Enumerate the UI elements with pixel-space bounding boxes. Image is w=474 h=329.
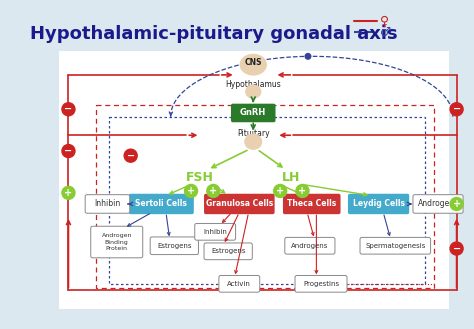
FancyBboxPatch shape: [360, 238, 430, 254]
FancyBboxPatch shape: [91, 226, 143, 258]
Text: Theca Cells: Theca Cells: [287, 199, 337, 209]
Text: +: +: [209, 186, 218, 196]
Text: +: +: [64, 188, 73, 198]
Text: +: +: [299, 186, 307, 196]
Text: −: −: [453, 104, 461, 114]
FancyBboxPatch shape: [219, 275, 260, 292]
Text: ♀: ♀: [381, 14, 390, 28]
Text: Spermatogenesis: Spermatogenesis: [365, 243, 426, 249]
Circle shape: [207, 185, 220, 197]
Text: Androgens: Androgens: [291, 243, 328, 249]
Circle shape: [450, 197, 463, 211]
FancyBboxPatch shape: [348, 194, 409, 214]
Text: Inhibin: Inhibin: [94, 199, 120, 209]
Text: −: −: [64, 104, 73, 114]
FancyBboxPatch shape: [204, 194, 274, 214]
Text: LH: LH: [282, 170, 301, 184]
Ellipse shape: [240, 55, 266, 75]
Text: Sertoli Cells: Sertoli Cells: [136, 199, 187, 209]
Text: Activin: Activin: [228, 281, 251, 287]
Circle shape: [62, 103, 75, 116]
Text: Estrogens: Estrogens: [157, 243, 191, 249]
Text: +: +: [453, 199, 461, 209]
Text: Granulosa Cells: Granulosa Cells: [206, 199, 273, 209]
Text: Hypothalamic-pituitary gonadal axis: Hypothalamic-pituitary gonadal axis: [30, 25, 398, 43]
Text: Pituitary: Pituitary: [237, 129, 270, 138]
Ellipse shape: [246, 85, 261, 98]
Circle shape: [62, 144, 75, 158]
FancyBboxPatch shape: [283, 194, 340, 214]
Text: −: −: [64, 146, 73, 156]
Circle shape: [450, 242, 463, 255]
FancyBboxPatch shape: [413, 195, 463, 213]
FancyBboxPatch shape: [295, 275, 347, 292]
Text: +: +: [276, 186, 284, 196]
FancyBboxPatch shape: [195, 223, 236, 240]
Text: Androgen
Binding
Protein: Androgen Binding Protein: [101, 233, 132, 251]
Text: +: +: [187, 186, 195, 196]
Circle shape: [305, 54, 311, 59]
Circle shape: [62, 186, 75, 199]
FancyBboxPatch shape: [231, 104, 275, 122]
Text: Androgens: Androgens: [418, 199, 458, 209]
Text: Progestins: Progestins: [303, 281, 339, 287]
FancyBboxPatch shape: [85, 195, 130, 213]
Circle shape: [184, 185, 198, 197]
FancyBboxPatch shape: [59, 51, 449, 309]
FancyBboxPatch shape: [129, 194, 194, 214]
Text: Leydig Cells: Leydig Cells: [353, 199, 405, 209]
Text: Hypothalamus: Hypothalamus: [225, 80, 281, 89]
FancyBboxPatch shape: [285, 238, 335, 254]
Text: Estrogens: Estrogens: [211, 248, 246, 254]
Circle shape: [450, 103, 463, 116]
Text: −: −: [127, 151, 135, 161]
Text: FSH: FSH: [186, 170, 214, 184]
FancyBboxPatch shape: [150, 237, 199, 255]
Text: −: −: [453, 243, 461, 254]
Text: CNS: CNS: [245, 58, 262, 67]
Circle shape: [124, 149, 137, 162]
Text: ♂: ♂: [381, 26, 392, 39]
Ellipse shape: [245, 134, 262, 149]
Circle shape: [296, 185, 309, 197]
Text: Inhibin: Inhibin: [203, 229, 227, 235]
Circle shape: [273, 185, 287, 197]
Text: GnRH: GnRH: [240, 109, 266, 117]
FancyBboxPatch shape: [204, 243, 252, 260]
